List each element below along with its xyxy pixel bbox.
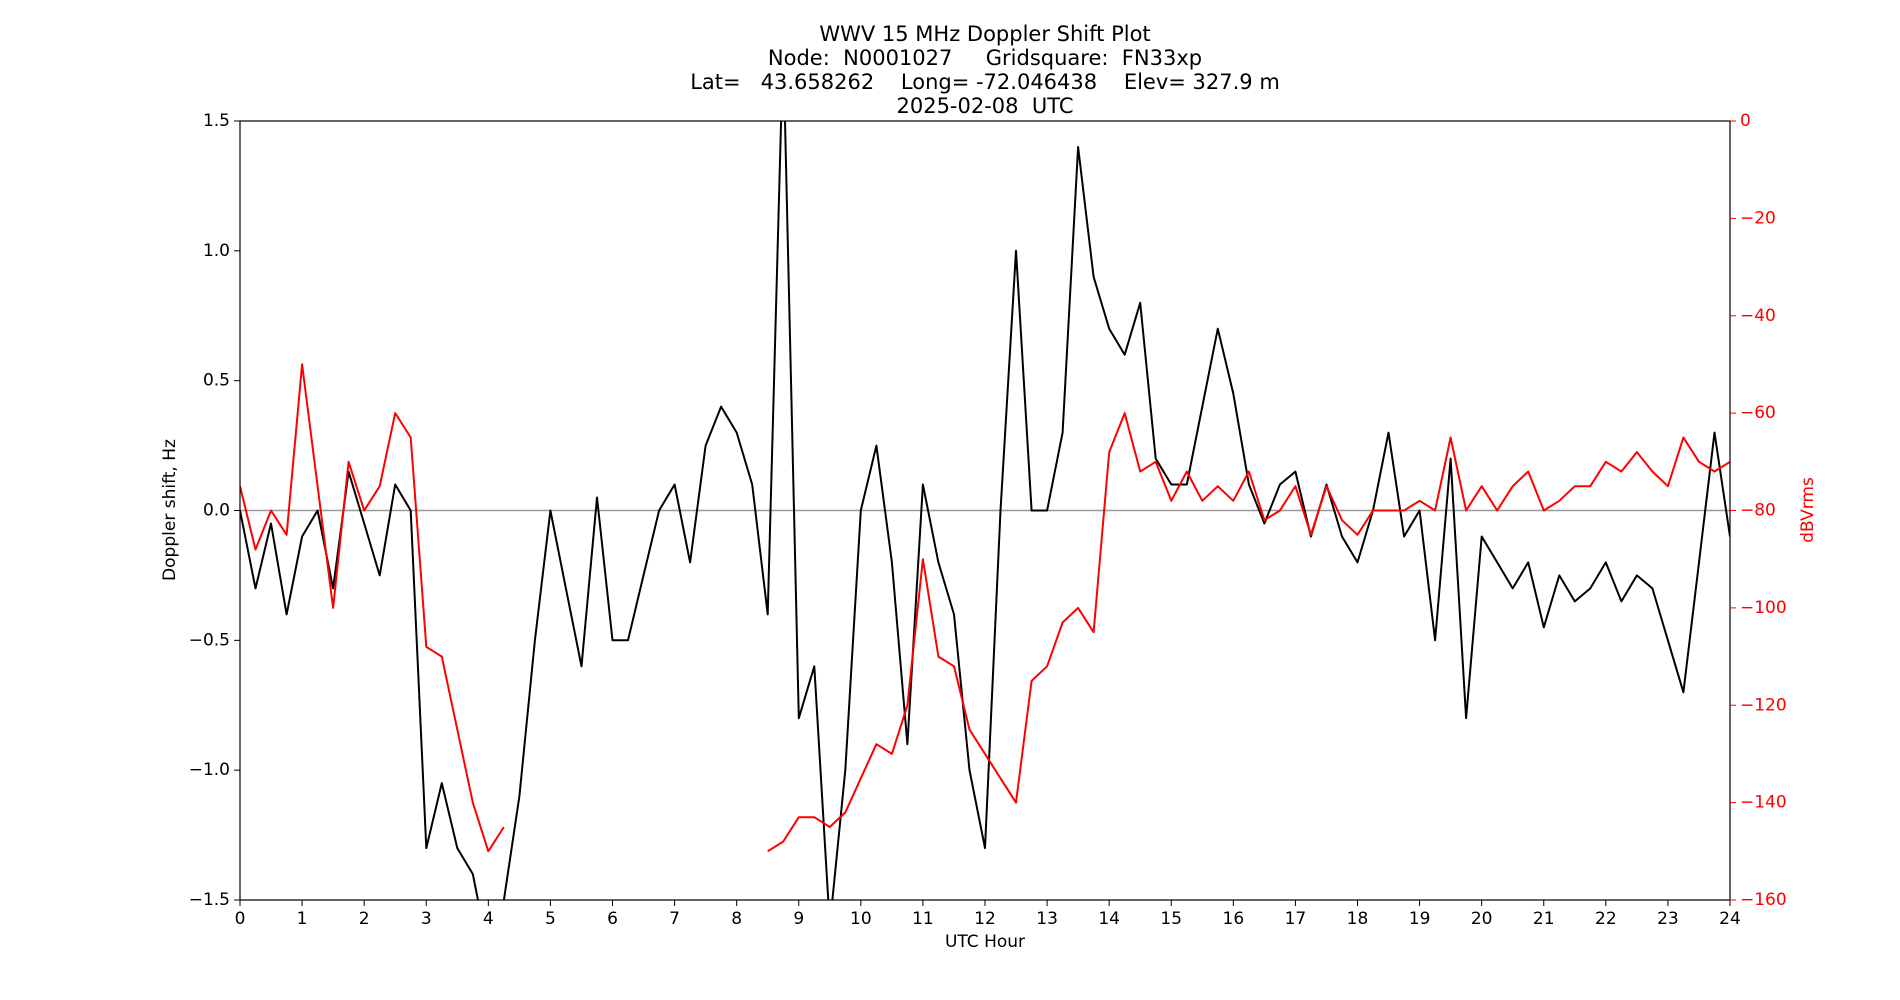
x-tick-label: 6 — [607, 909, 618, 929]
y-axis-label: Doppler shift, Hz — [160, 439, 180, 581]
x-tick-label: 0 — [235, 909, 246, 929]
y2-axis-label: dBVrms — [1798, 477, 1818, 543]
x-tick-label: 7 — [669, 909, 680, 929]
x-tick-label: 10 — [850, 909, 872, 929]
y2-tick-label: 0 — [1740, 111, 1751, 131]
y2-tick-label: −80 — [1740, 501, 1776, 521]
y2-tick-label: −120 — [1740, 695, 1787, 715]
x-tick-label: 3 — [421, 909, 432, 929]
x-tick-label: 11 — [912, 909, 934, 929]
plot-area — [240, 121, 1730, 900]
x-tick-label: 24 — [1719, 909, 1741, 929]
y2-tick-label: −40 — [1740, 306, 1776, 326]
x-tick-label: 14 — [1098, 909, 1120, 929]
data-line — [240, 121, 1730, 900]
y-tick-label: 1.5 — [203, 111, 230, 131]
x-tick-label: 15 — [1160, 909, 1182, 929]
y2-tick-label: −100 — [1740, 598, 1787, 618]
x-tick-label: 12 — [974, 909, 996, 929]
y-tick-label: 0.5 — [203, 371, 230, 391]
x-tick-label: 9 — [793, 909, 804, 929]
x-tick-label: 22 — [1595, 909, 1617, 929]
y-tick-label: −1.5 — [189, 890, 230, 910]
x-tick-label: 20 — [1471, 909, 1493, 929]
x-tick-label: 19 — [1409, 909, 1431, 929]
y-tick-label: −0.5 — [189, 630, 230, 650]
x-tick-label: 8 — [731, 909, 742, 929]
x-tick-label: 23 — [1657, 909, 1679, 929]
y2-tick-label: −60 — [1740, 403, 1776, 423]
x-tick-label: 18 — [1347, 909, 1369, 929]
chart-subtitle: Lat= 43.658262 Long= -72.046438 Elev= 32… — [690, 70, 1280, 94]
x-tick-label: 2 — [359, 909, 370, 929]
y2-tick-label: −160 — [1740, 890, 1787, 910]
y-tick-label: 1.0 — [203, 241, 230, 261]
x-tick-label: 21 — [1533, 909, 1555, 929]
y2-tick-label: −20 — [1740, 208, 1776, 228]
x-tick-label: 4 — [483, 909, 494, 929]
x-tick-label: 1 — [297, 909, 308, 929]
x-tick-label: 13 — [1036, 909, 1058, 929]
chart-subtitle: 2025-02-08 UTC — [896, 94, 1073, 118]
x-axis-label: UTC Hour — [945, 932, 1025, 952]
x-tick-label: 17 — [1285, 909, 1307, 929]
y2-tick-label: −140 — [1740, 793, 1787, 813]
x-tick-label: 5 — [545, 909, 556, 929]
x-tick-label: 16 — [1223, 909, 1245, 929]
y-tick-label: −1.0 — [189, 760, 230, 780]
y-tick-label: 0.0 — [203, 501, 230, 521]
chart-title: WWV 15 MHz Doppler Shift Plot — [819, 22, 1150, 46]
data-line — [240, 363, 1730, 853]
chart-subtitle: Node: N0001027 Gridsquare: FN33xp — [768, 46, 1202, 70]
